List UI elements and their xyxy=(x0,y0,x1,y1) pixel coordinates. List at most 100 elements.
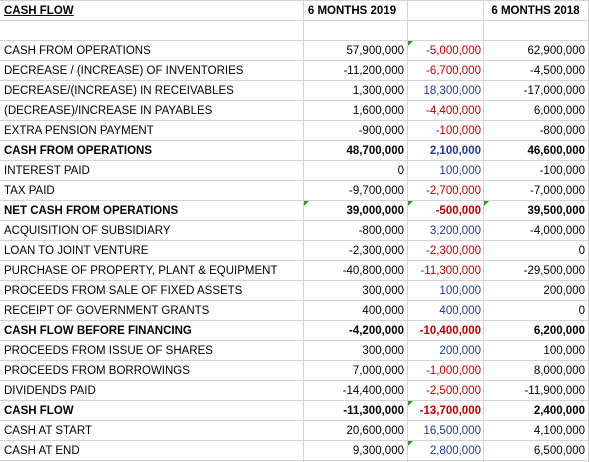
gridline-horizontal xyxy=(0,60,589,61)
cell-change[interactable]: 18,300,000 xyxy=(423,85,481,97)
gridline-horizontal xyxy=(0,400,589,401)
row-label[interactable]: EXTRA PENSION PAYMENT xyxy=(4,125,154,137)
cell-change[interactable]: -10,400,000 xyxy=(419,325,481,337)
cell-6-months-2019[interactable]: 300,000 xyxy=(362,285,404,297)
column-header-2019[interactable]: 6 MONTHS 2019 xyxy=(307,5,397,17)
cell-6-months-2018[interactable]: -4,000,000 xyxy=(530,225,585,237)
row-label[interactable]: DECREASE/(INCREASE) IN RECEIVABLES xyxy=(4,85,234,97)
row-label[interactable]: CASH FLOW BEFORE FINANCING xyxy=(4,325,192,337)
row-label[interactable]: PROCEEDS FROM BORROWINGS xyxy=(4,365,190,377)
comment-indicator-icon xyxy=(304,201,309,206)
gridline-horizontal xyxy=(0,120,589,121)
row-label[interactable]: PURCHASE OF PROPERTY, PLANT & EQUIPMENT xyxy=(4,265,278,277)
cell-6-months-2019[interactable]: -4,200,000 xyxy=(349,325,404,337)
cell-change[interactable]: -2,700,000 xyxy=(426,185,481,197)
gridline-horizontal xyxy=(0,320,589,321)
cell-change[interactable]: 400,000 xyxy=(439,305,481,317)
cell-6-months-2018[interactable]: 4,100,000 xyxy=(533,425,585,437)
row-label[interactable]: RECEIPT OF GOVERNMENT GRANTS xyxy=(4,305,210,317)
cell-6-months-2019[interactable]: -800,000 xyxy=(358,225,404,237)
cell-6-months-2019[interactable]: 57,900,000 xyxy=(346,45,404,57)
row-label[interactable]: INTEREST PAID xyxy=(4,165,90,177)
gridline-horizontal xyxy=(0,260,589,261)
cell-6-months-2018[interactable]: 0 xyxy=(578,305,585,317)
cell-6-months-2019[interactable]: -11,300,000 xyxy=(343,405,404,417)
cell-6-months-2019[interactable]: 20,600,000 xyxy=(346,425,404,437)
cell-change[interactable]: -1,000,000 xyxy=(426,365,481,377)
cell-6-months-2019[interactable]: -14,400,000 xyxy=(342,385,404,397)
cell-6-months-2018[interactable]: -11,900,000 xyxy=(524,385,585,397)
cell-change[interactable]: 2,100,000 xyxy=(429,145,481,157)
row-label[interactable]: NET CASH FROM OPERATIONS xyxy=(4,205,179,217)
gridline-horizontal xyxy=(0,380,589,381)
cell-6-months-2019[interactable]: 7,000,000 xyxy=(352,365,404,377)
cell-change[interactable]: 3,200,000 xyxy=(429,225,481,237)
cell-6-months-2019[interactable]: 48,700,000 xyxy=(346,145,404,157)
cell-6-months-2018[interactable]: 6,500,000 xyxy=(533,445,585,457)
cell-6-months-2019[interactable]: 1,300,000 xyxy=(352,85,404,97)
cell-change[interactable]: 200,000 xyxy=(439,345,481,357)
row-label[interactable]: TAX PAID xyxy=(4,185,55,197)
row-label[interactable]: CASH FLOW xyxy=(4,405,74,417)
row-label[interactable]: DIVIDENDS PAID xyxy=(4,385,96,397)
cell-6-months-2019[interactable]: -11,200,000 xyxy=(343,65,404,77)
cell-change[interactable]: 100,000 xyxy=(439,285,481,297)
cell-6-months-2018[interactable]: -800,000 xyxy=(539,125,585,137)
cell-6-months-2019[interactable]: 39,000,000 xyxy=(346,205,404,217)
cell-6-months-2018[interactable]: 39,500,000 xyxy=(527,205,585,217)
row-label[interactable]: CASH AT START xyxy=(4,425,92,437)
gridline-horizontal xyxy=(0,20,589,21)
cell-6-months-2018[interactable]: 200,000 xyxy=(543,285,585,297)
row-label[interactable]: DECREASE / (INCREASE) OF INVENTORIES xyxy=(4,65,244,77)
cell-6-months-2018[interactable]: 100,000 xyxy=(543,345,585,357)
cell-6-months-2018[interactable]: 8,000,000 xyxy=(533,365,585,377)
cell-6-months-2019[interactable]: 0 xyxy=(397,165,404,177)
cell-6-months-2019[interactable]: -900,000 xyxy=(358,125,404,137)
gridline-horizontal xyxy=(0,220,589,221)
cell-change[interactable]: 16,500,000 xyxy=(423,425,481,437)
cell-change[interactable]: -11,300,000 xyxy=(420,265,481,277)
cell-6-months-2018[interactable]: -100,000 xyxy=(539,165,585,177)
row-label[interactable]: (DECREASE)/INCREASE IN PAYABLES xyxy=(4,105,213,117)
gridline-horizontal xyxy=(0,280,589,281)
row-label[interactable]: CASH FROM OPERATIONS xyxy=(4,45,151,57)
cell-6-months-2019[interactable]: -40,800,000 xyxy=(342,265,404,277)
cell-6-months-2019[interactable]: 9,300,000 xyxy=(352,445,404,457)
cell-change[interactable]: -13,700,000 xyxy=(419,405,481,417)
cell-change[interactable]: -5,000,000 xyxy=(426,45,481,57)
cell-6-months-2018[interactable]: -7,000,000 xyxy=(530,185,585,197)
row-label[interactable]: PROCEEDS FROM SALE OF FIXED ASSETS xyxy=(4,285,243,297)
cell-6-months-2018[interactable]: -4,500,000 xyxy=(530,65,585,77)
row-label[interactable]: LOAN TO JOINT VENTURE xyxy=(4,245,149,257)
cell-change[interactable]: 100,000 xyxy=(439,165,481,177)
row-label[interactable]: ACQUISITION OF SUBSIDIARY xyxy=(4,225,171,237)
cell-6-months-2019[interactable]: -9,700,000 xyxy=(349,185,404,197)
cell-change[interactable]: -2,300,000 xyxy=(426,245,481,257)
cell-6-months-2019[interactable]: 1,600,000 xyxy=(352,105,404,117)
row-label[interactable]: PROCEEDS FROM ISSUE OF SHARES xyxy=(4,345,213,357)
cell-6-months-2018[interactable]: 2,400,000 xyxy=(533,405,585,417)
sheet-title[interactable]: CASH FLOW xyxy=(4,5,74,17)
cell-6-months-2018[interactable]: -29,500,000 xyxy=(523,265,585,277)
cell-6-months-2019[interactable]: 400,000 xyxy=(362,305,404,317)
cell-6-months-2018[interactable]: 46,600,000 xyxy=(527,145,585,157)
cell-6-months-2018[interactable]: 6,200,000 xyxy=(533,325,585,337)
cell-6-months-2019[interactable]: 300,000 xyxy=(362,345,404,357)
cell-change[interactable]: -6,700,000 xyxy=(426,65,481,77)
gridline-vertical xyxy=(483,0,484,462)
column-header-2018[interactable]: 6 MONTHS 2018 xyxy=(491,5,580,17)
cell-6-months-2018[interactable]: 62,900,000 xyxy=(527,45,585,57)
cell-change[interactable]: -100,000 xyxy=(435,125,481,137)
cell-change[interactable]: -4,400,000 xyxy=(426,105,481,117)
row-label[interactable]: CASH AT END xyxy=(4,445,80,457)
cell-change[interactable]: -2,500,000 xyxy=(426,385,481,397)
cell-6-months-2018[interactable]: -17,000,000 xyxy=(523,85,585,97)
cell-6-months-2019[interactable]: -2,300,000 xyxy=(349,245,404,257)
row-label[interactable]: CASH FROM OPERATIONS xyxy=(4,145,153,157)
gridline-horizontal xyxy=(0,300,589,301)
cell-6-months-2018[interactable]: 0 xyxy=(578,245,585,257)
cell-change[interactable]: 2,800,000 xyxy=(429,445,481,457)
cell-6-months-2018[interactable]: 6,000,000 xyxy=(533,105,585,117)
cell-change[interactable]: -500,000 xyxy=(435,205,481,217)
